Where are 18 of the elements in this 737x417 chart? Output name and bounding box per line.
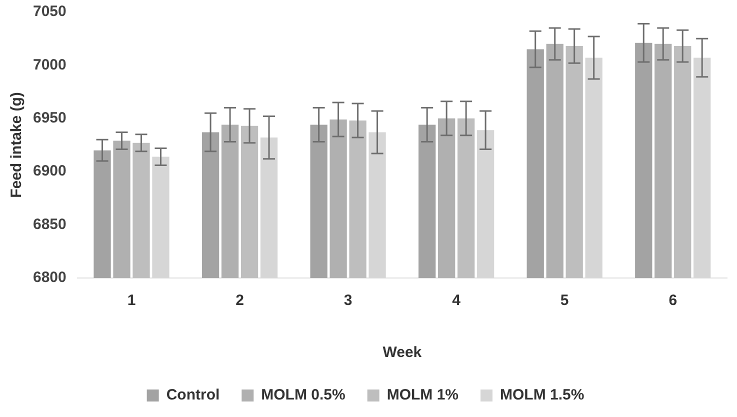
x-tick-label: 2 [236,292,244,310]
y-tick-label: 6800 [32,269,66,286]
legend-label: MOLM 0.5% [261,386,346,404]
x-tick-label: 5 [560,292,569,310]
y-tick-label: 6950 [32,110,66,127]
x-tick-label: 4 [452,292,462,310]
y-tick-label: 6850 [32,216,66,233]
legend-label: MOLM 1.5% [500,386,584,404]
y-axis-title: Feed intake (g) [8,92,26,198]
legend-label: Control [166,386,220,404]
x-tick-label: 6 [668,292,678,310]
x-tick-label: 3 [344,292,352,310]
y-tick-label: 6900 [32,162,66,180]
legend-label: MOLM 1% [386,386,458,404]
x-axis-title: Week [382,344,422,362]
y-tick-label: 7000 [32,56,66,74]
y-tick-label: 7050 [32,3,66,20]
x-tick-label: 1 [127,292,136,310]
